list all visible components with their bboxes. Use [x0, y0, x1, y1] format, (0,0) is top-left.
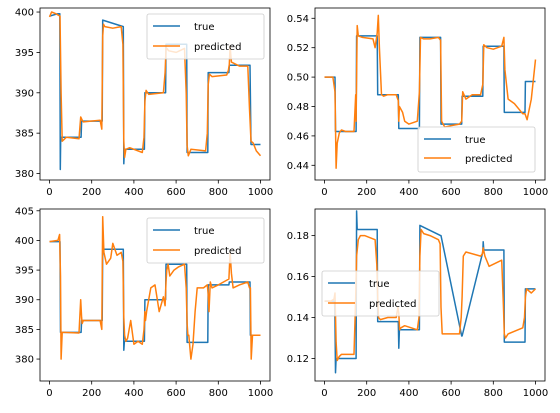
legend-label-predicted: predicted [369, 299, 416, 310]
series-line-predicted [48, 11, 262, 159]
y-tick-label: 0.52 [287, 43, 309, 54]
x-tick-label: 600 [442, 187, 461, 198]
x-tick-label: 600 [167, 388, 186, 399]
y-tick-label: 395 [15, 266, 34, 277]
y-tick-label: 0.46 [287, 131, 309, 142]
series-line-true [49, 240, 261, 351]
x-tick-label: 800 [209, 187, 228, 198]
legend-label-true: true [369, 279, 390, 290]
x-tick-label: 800 [209, 388, 228, 399]
series-lines [324, 14, 537, 169]
y-tick-label: 395 [15, 48, 34, 59]
x-ticks: 0 200 400 600 800 1000 [321, 180, 548, 198]
x-tick-label: 400 [399, 187, 418, 198]
y-tick-label: 385 [15, 129, 34, 140]
series-line-predicted [49, 215, 261, 360]
x-tick-label: 800 [484, 388, 503, 399]
x-tick-label: 800 [484, 187, 503, 198]
x-tick-label: 200 [82, 388, 101, 399]
legend-label-predicted: predicted [194, 42, 241, 53]
legend-label-true: true [465, 135, 486, 146]
y-tick-label: 0.44 [287, 161, 309, 172]
x-tick-label: 1000 [248, 388, 273, 399]
x-tick-label: 1000 [523, 187, 548, 198]
y-tick-label: 380 [15, 169, 34, 180]
legend-label-predicted: predicted [465, 154, 512, 165]
y-ticks: 0.44 0.46 0.48 0.50 0.52 0.54 [287, 14, 315, 172]
axes-frame [314, 7, 546, 181]
x-ticks: 0 200 400 600 800 1000 [46, 180, 273, 198]
axes-frame [39, 7, 271, 181]
x-tick-label: 0 [46, 187, 52, 198]
legend: true predicted [146, 217, 265, 264]
y-tick-label: 400 [15, 8, 34, 19]
series-line-true [324, 210, 536, 374]
x-tick-label: 0 [321, 388, 327, 399]
series-lines [48, 11, 262, 171]
y-tick-label: 0.54 [287, 14, 309, 25]
y-tick-label: 380 [15, 355, 34, 366]
y-tick-label: 0.48 [287, 102, 309, 113]
y-tick-label: 0.50 [287, 73, 309, 84]
legend-label-true: true [194, 22, 215, 33]
x-tick-label: 400 [124, 388, 143, 399]
legend-box [417, 126, 536, 173]
y-tick-label: 0.18 [287, 231, 309, 242]
x-tick-label: 0 [46, 388, 52, 399]
x-tick-label: 600 [167, 187, 186, 198]
x-tick-label: 200 [82, 187, 101, 198]
y-tick-label: 390 [15, 295, 34, 306]
y-tick-label: 390 [15, 88, 34, 99]
y-tick-label: 0.16 [287, 272, 309, 283]
x-tick-label: 200 [357, 388, 376, 399]
x-tick-label: 400 [124, 187, 143, 198]
subplot-top-right: 0 200 400 600 800 1000 0.440.460.480.500.520.… [287, 7, 548, 198]
x-tick-label: 0 [321, 187, 327, 198]
x-tick-label: 400 [399, 388, 418, 399]
y-tick-label: 0.12 [287, 354, 309, 365]
series-lines [324, 210, 537, 374]
legend-label-true: true [194, 226, 215, 237]
legend: true predicted [321, 270, 440, 317]
y-ticks: 380 385 390 395 400 405 [15, 206, 40, 366]
x-tick-label: 1000 [248, 187, 273, 198]
axes-frame [39, 208, 271, 382]
x-tick-label: 1000 [523, 388, 548, 399]
series-line-predicted [324, 228, 537, 362]
y-tick-label: 405 [15, 206, 34, 217]
legend: true predicted [417, 126, 536, 173]
y-ticks: 0.12 0.14 0.16 0.18 [287, 231, 315, 365]
subplot-bottom-left: 0 200 400 600 800 1000 380 385 390 395 400 405 tru… [15, 206, 273, 399]
y-tick-label: 0.14 [287, 313, 309, 324]
x-tick-label: 600 [442, 388, 461, 399]
y-ticks: 380 385 390 395 400 [15, 8, 40, 180]
y-tick-label: 385 [15, 325, 34, 336]
series-lines [49, 215, 261, 360]
y-tick-label: 400 [15, 236, 34, 247]
legend: true predicted [146, 13, 265, 60]
series-line-predicted [324, 14, 537, 169]
subplot-top-left: 0 200 400 600 800 1000 380 385 390 395 400 true p… [15, 8, 273, 198]
x-ticks: 0 200 400 600 800 1000 [46, 381, 273, 399]
axes-frame [314, 208, 546, 382]
legend-label-predicted: predicted [194, 246, 241, 257]
x-tick-label: 200 [357, 187, 376, 198]
x-ticks: 0 200 400 600 800 1000 [321, 381, 548, 399]
subplot-bottom-right: 0 200 400 600 800 1000 0.12 0.14 0.16 0.18 true … [287, 208, 548, 399]
